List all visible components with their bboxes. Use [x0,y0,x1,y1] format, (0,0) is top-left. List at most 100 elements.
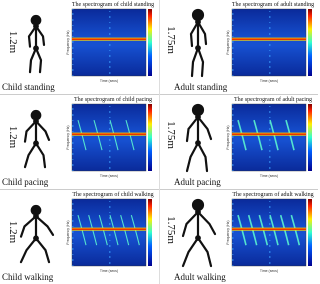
head [191,103,205,117]
noise [269,262,271,263]
spectrogram [71,198,147,267]
noise [269,73,271,74]
noise [109,157,111,158]
noise [232,237,234,238]
arm [34,25,46,47]
noise [232,164,234,165]
noise [109,256,111,257]
noise [109,72,111,73]
noise [232,142,234,143]
noise [109,33,111,34]
noise [72,215,74,216]
zero-doppler-core [72,228,146,230]
noise [232,31,234,32]
colorbar [308,199,312,266]
noise [109,128,111,129]
noise [232,143,234,144]
noise [232,209,234,210]
noise [72,238,74,239]
joint [33,140,39,147]
joint [195,114,201,120]
noise [232,204,234,205]
arm [23,120,38,143]
head [191,8,205,22]
noise [72,19,74,20]
noise [232,220,234,221]
noise [269,27,271,28]
noise [232,203,234,204]
caption: Adult standing [174,82,228,92]
x-axis-label: Time (secs) [100,79,118,83]
noise [269,212,271,213]
colorbar [308,9,312,76]
noise [109,123,111,124]
noise [109,217,111,218]
caption: Child standing [2,82,55,92]
noise [269,150,271,151]
noise [232,59,234,60]
noise [109,245,111,246]
noise [232,30,234,31]
height-label: 1.2m [7,31,19,54]
noise [72,36,74,37]
noise [232,136,234,137]
height-label: 1.75m [165,121,177,149]
noise [109,151,111,152]
noise [72,48,74,49]
zero-doppler-core [72,133,146,135]
noise [232,41,234,42]
noise [72,204,74,205]
noise [269,139,271,140]
joint [195,45,201,51]
noise [269,44,271,45]
noise [232,137,234,138]
noise [72,143,74,144]
noise [232,170,234,171]
noise [232,25,234,26]
noise [232,199,234,200]
noise [109,240,111,241]
noise [109,73,111,74]
noise [232,108,234,109]
noise [232,14,234,15]
noise [72,209,74,210]
caption: Adult walking [174,272,226,282]
noise [232,70,234,71]
noise [269,55,271,56]
noise [109,252,111,253]
noise [269,111,271,112]
noise [232,120,234,121]
noise [269,106,271,107]
noise [109,206,111,207]
joint [33,235,39,242]
noise [269,56,271,57]
caption: Adult pacing [174,177,221,187]
spectrogram [71,8,147,77]
noise [269,256,271,257]
noise [269,251,271,252]
noise [232,75,234,76]
stick-figure [181,198,217,268]
noise [109,66,111,67]
head [30,14,42,26]
noise [232,221,234,222]
noise [72,53,74,54]
joint [195,19,201,25]
x-axis-label: Time (secs) [260,79,278,83]
noise [269,72,271,73]
panel: 1.2m Child walking The spectrogram of chil… [2,191,154,282]
y-axis-label: Frequency (Hz) [66,220,70,244]
y-axis-label: Frequency (Hz) [226,220,230,244]
noise [72,210,74,211]
noise [72,58,74,59]
noise [269,157,271,158]
noise [269,112,271,113]
noise [72,20,74,21]
noise [269,218,271,219]
noise [109,262,111,263]
noise [269,224,271,225]
noise [72,249,74,250]
noise [269,67,271,68]
noise [269,22,271,23]
noise [232,13,234,14]
